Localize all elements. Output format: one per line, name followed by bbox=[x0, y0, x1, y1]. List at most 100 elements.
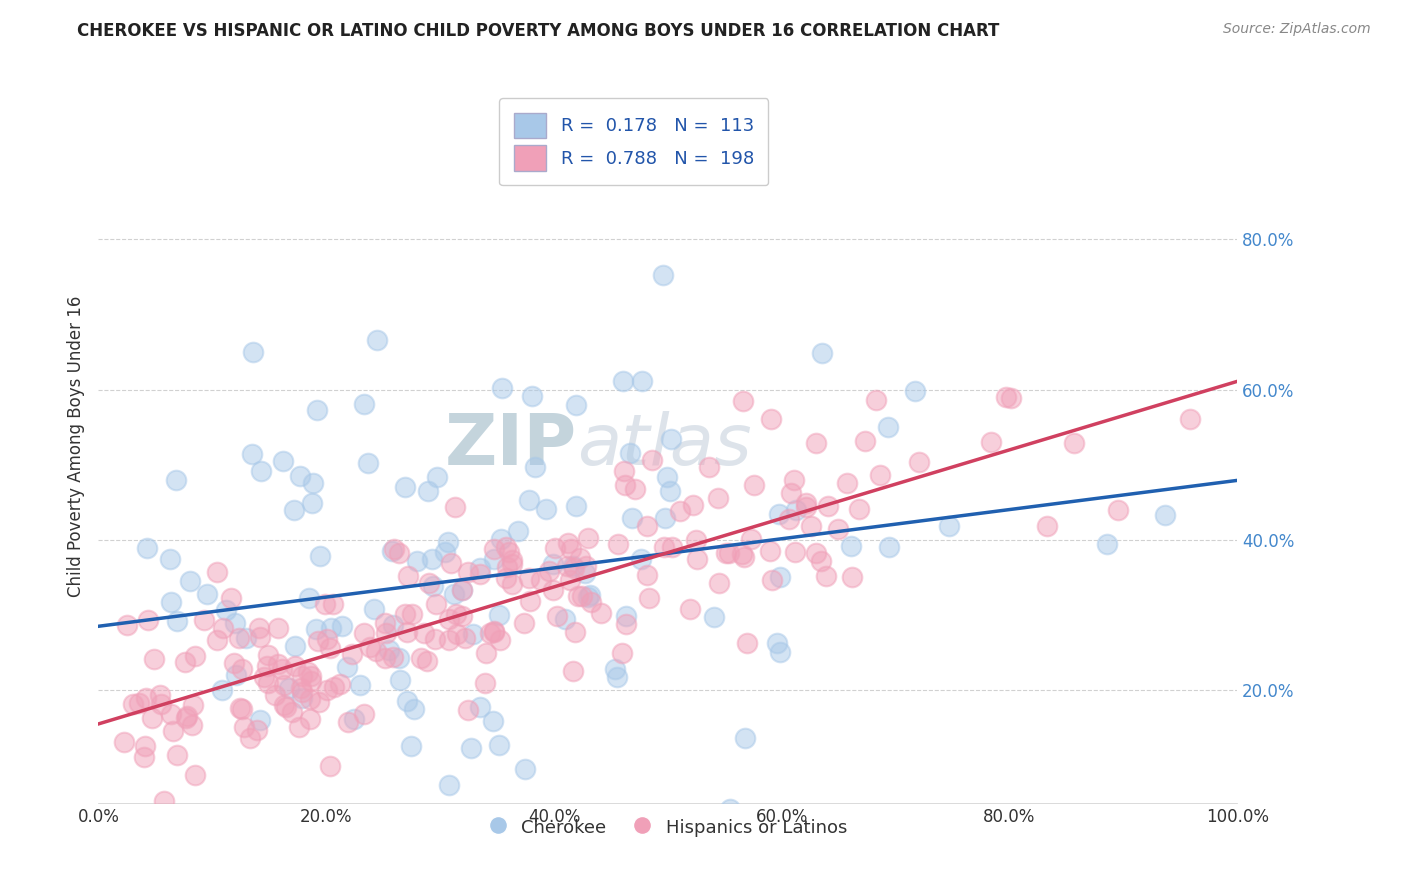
Point bbox=[299, 669, 322, 683]
Point bbox=[366, 644, 388, 658]
Point bbox=[443, 587, 465, 601]
Point bbox=[638, 591, 661, 605]
Point bbox=[316, 632, 339, 646]
Point bbox=[463, 626, 485, 640]
Point bbox=[252, 864, 274, 879]
Point bbox=[658, 483, 681, 498]
Point bbox=[769, 644, 792, 658]
Point bbox=[1000, 392, 1022, 406]
Point bbox=[305, 623, 328, 637]
Point bbox=[336, 660, 359, 674]
Point bbox=[249, 630, 271, 644]
Point bbox=[576, 590, 599, 604]
Point bbox=[401, 607, 423, 622]
Point bbox=[134, 739, 156, 753]
Point bbox=[591, 606, 613, 620]
Point bbox=[181, 718, 204, 732]
Point bbox=[785, 503, 807, 517]
Point bbox=[423, 632, 446, 647]
Point bbox=[682, 498, 704, 512]
Point bbox=[231, 701, 253, 715]
Point bbox=[211, 683, 233, 698]
Point bbox=[149, 689, 172, 703]
Point bbox=[143, 651, 166, 665]
Point bbox=[288, 720, 311, 734]
Point bbox=[394, 480, 416, 494]
Point bbox=[284, 659, 307, 673]
Point bbox=[810, 346, 832, 360]
Point bbox=[160, 595, 183, 609]
Point bbox=[149, 698, 172, 712]
Point bbox=[263, 688, 285, 702]
Point bbox=[395, 625, 418, 640]
Point bbox=[308, 695, 330, 709]
Point bbox=[388, 651, 411, 665]
Point bbox=[288, 469, 311, 483]
Point bbox=[299, 674, 322, 689]
Point bbox=[848, 502, 870, 516]
Point bbox=[374, 650, 396, 665]
Point bbox=[742, 478, 765, 492]
Point bbox=[731, 547, 754, 561]
Point bbox=[571, 590, 593, 604]
Point bbox=[740, 532, 762, 546]
Point bbox=[759, 412, 782, 426]
Point bbox=[307, 634, 329, 648]
Point bbox=[636, 567, 658, 582]
Point bbox=[565, 398, 588, 412]
Point bbox=[454, 631, 477, 645]
Point bbox=[603, 661, 626, 675]
Point bbox=[257, 676, 280, 690]
Point bbox=[686, 552, 709, 566]
Point bbox=[271, 454, 294, 468]
Point bbox=[468, 699, 491, 714]
Point bbox=[785, 544, 807, 558]
Point bbox=[176, 709, 198, 723]
Point bbox=[444, 607, 467, 622]
Point bbox=[128, 696, 150, 710]
Point bbox=[766, 635, 789, 649]
Point bbox=[378, 643, 401, 657]
Point bbox=[610, 646, 633, 660]
Point bbox=[641, 453, 664, 467]
Point bbox=[631, 374, 654, 388]
Point bbox=[669, 504, 692, 518]
Point bbox=[655, 469, 678, 483]
Point bbox=[606, 670, 628, 684]
Point bbox=[759, 544, 782, 558]
Point bbox=[731, 394, 754, 409]
Point bbox=[363, 602, 385, 616]
Point bbox=[523, 459, 546, 474]
Point bbox=[474, 676, 496, 690]
Point bbox=[804, 546, 827, 560]
Point bbox=[652, 541, 675, 555]
Point bbox=[388, 673, 411, 688]
Point bbox=[576, 531, 599, 545]
Point bbox=[501, 553, 523, 567]
Point bbox=[322, 598, 344, 612]
Point bbox=[562, 561, 585, 575]
Point bbox=[630, 552, 652, 566]
Point bbox=[451, 582, 474, 597]
Point bbox=[495, 560, 517, 574]
Point bbox=[395, 694, 418, 708]
Point bbox=[835, 475, 858, 490]
Point bbox=[375, 625, 398, 640]
Point bbox=[995, 390, 1018, 404]
Point bbox=[654, 511, 676, 525]
Point bbox=[426, 470, 449, 484]
Point bbox=[489, 532, 512, 546]
Point bbox=[425, 598, 447, 612]
Point bbox=[530, 574, 553, 588]
Point bbox=[440, 557, 463, 571]
Point bbox=[422, 579, 444, 593]
Point bbox=[475, 647, 498, 661]
Point bbox=[879, 541, 901, 555]
Point bbox=[166, 615, 188, 629]
Point bbox=[717, 546, 740, 560]
Point bbox=[337, 715, 360, 730]
Point bbox=[404, 702, 426, 716]
Point bbox=[342, 647, 364, 661]
Point bbox=[697, 459, 720, 474]
Point bbox=[616, 609, 638, 624]
